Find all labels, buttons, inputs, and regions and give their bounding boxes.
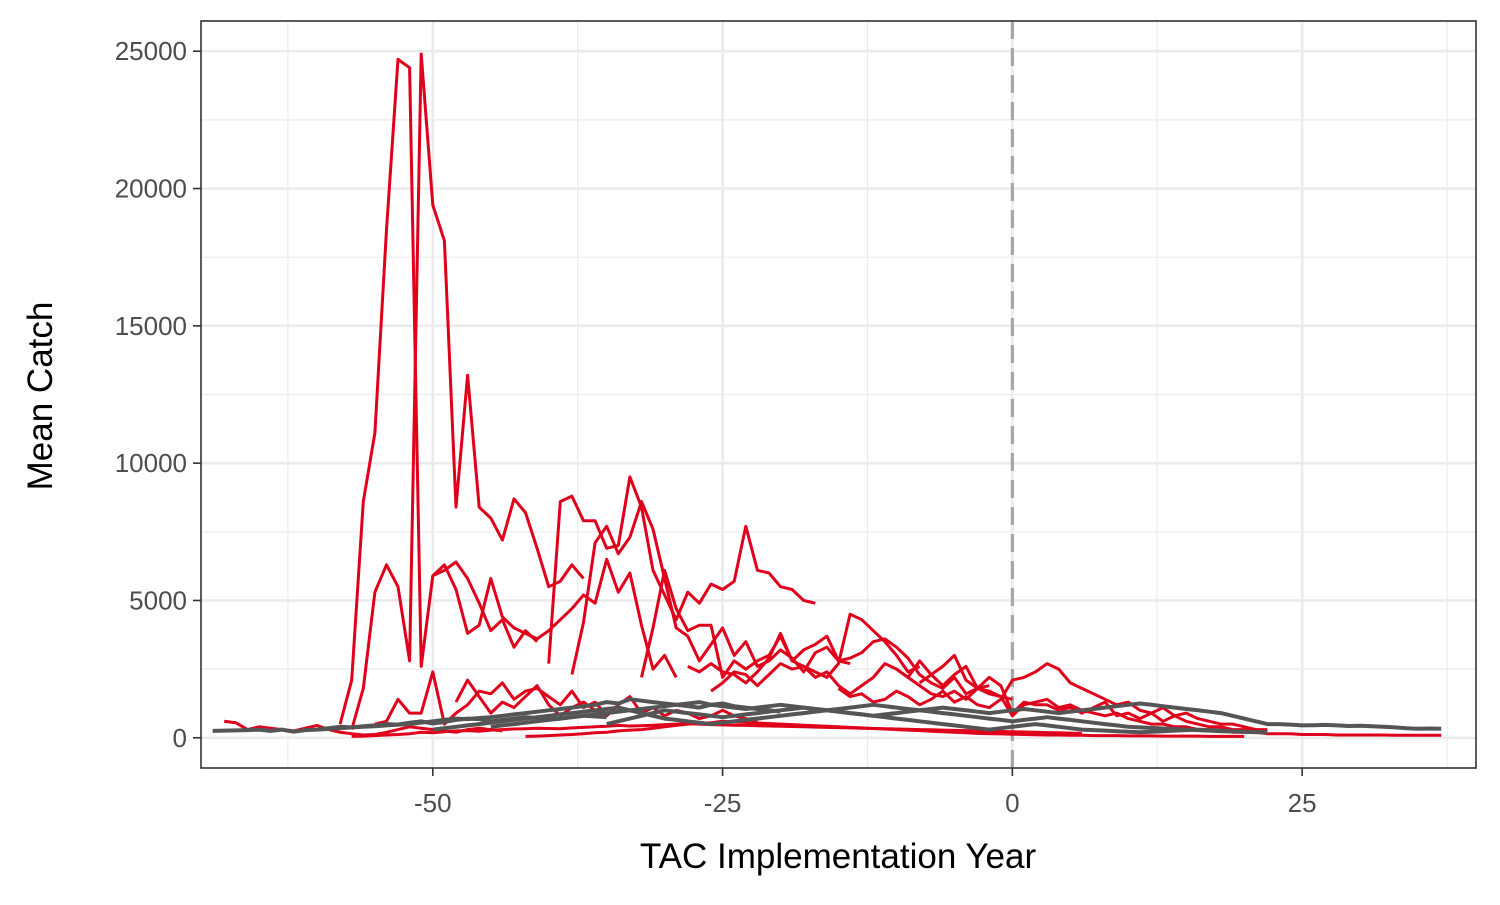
x-axis-ticks: -50 -25 0 25 [414,768,1317,818]
series-line-red-8 [710,662,1013,701]
y-tick-label: 25000 [115,36,187,66]
y-tick-label: 0 [173,723,187,753]
series-line-red-11 [918,653,1442,737]
series-line-red-4 [547,475,816,664]
x-tick-label: -25 [704,788,742,818]
series-line-red-12 [374,670,608,726]
series-line-red-2 [350,52,585,731]
series-line-red-7 [687,631,990,696]
y-tick-label: 15000 [115,311,187,341]
series-line-red-9 [837,662,1268,732]
series-line-red-15 [525,719,1245,738]
series-line-gray-21 [432,705,1268,735]
y-tick-label: 5000 [129,585,187,615]
series-line-gray-20 [606,705,1268,735]
series-line-gray-19 [490,700,1442,731]
plot-frame [200,20,1477,769]
y-axis-ticks: 0 5000 10000 15000 20000 25000 [115,36,201,753]
series-line-red-3 [431,557,678,679]
y-axis-title: Mean Catch [21,302,60,491]
plot-border [200,20,1477,769]
y-tick-label: 20000 [115,174,187,204]
series-line-red-16 [224,719,503,737]
x-axis-title: TAC Implementation Year [640,837,1037,876]
x-tick-label: 25 [1288,788,1317,818]
series-line-red-5 [570,500,851,675]
series-line-red-1 [338,57,539,725]
y-tick-label: 10000 [115,448,187,478]
x-tick-label: 0 [1005,788,1019,818]
series-layer [212,52,1442,738]
x-tick-label: -50 [414,788,452,818]
series-line-gray-18 [316,697,781,732]
